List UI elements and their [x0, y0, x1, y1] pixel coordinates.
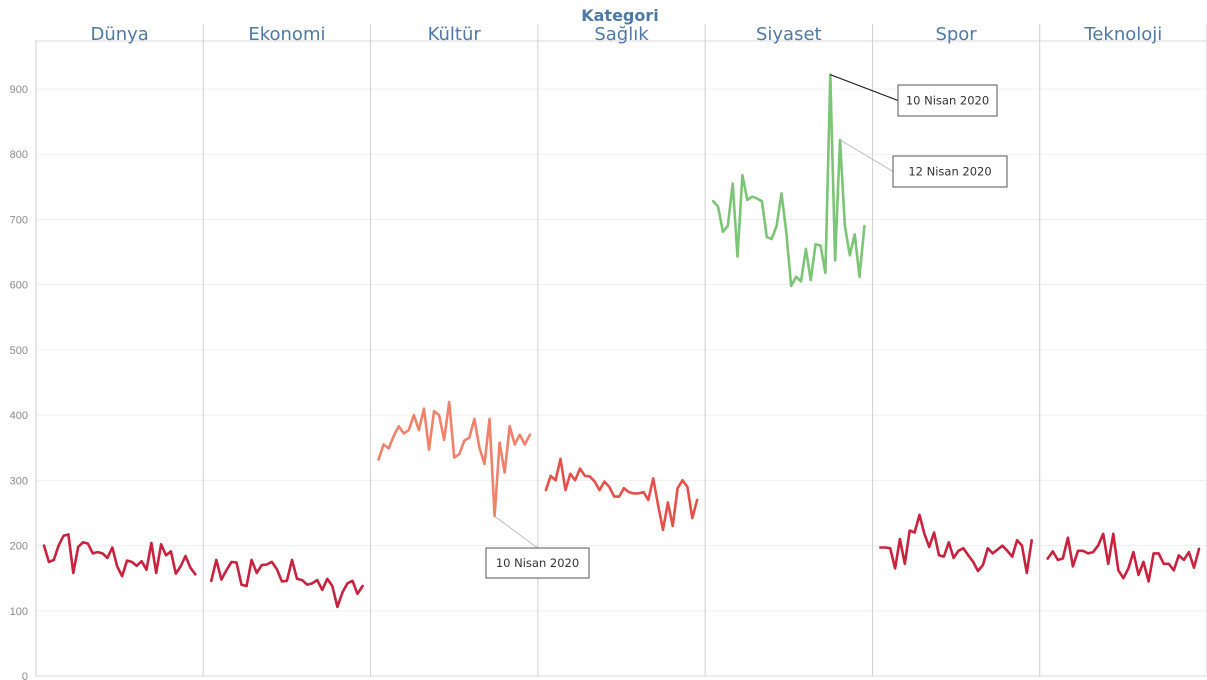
series-line-0	[42, 533, 197, 578]
y-tick-label: 600	[10, 280, 28, 292]
y-tick-label: 800	[10, 149, 28, 161]
panel-label: Sağlık	[594, 24, 649, 45]
panel-label: Teknoloji	[1083, 24, 1162, 45]
y-tick-label: 500	[10, 345, 28, 357]
series-line-1	[210, 558, 364, 609]
y-tick-label: 900	[10, 84, 28, 96]
y-tick-label: 300	[10, 475, 28, 487]
grid-layer	[35, 24, 1207, 677]
labels-layer: 0 100 200 300 400 500 600 700 800 900 Dünya Ekonomi…	[10, 24, 1163, 680]
panel-label: Siyaset	[756, 24, 822, 45]
series-line-6	[1046, 532, 1201, 583]
header-title: Kategori	[581, 6, 659, 25]
panel-label: Spor	[935, 24, 977, 45]
annotation-label: 10 Nisan 2020	[906, 94, 989, 108]
y-tick-label: 100	[10, 606, 28, 618]
series-layer	[42, 73, 1201, 609]
annotation-leader	[494, 515, 538, 549]
panel-label: Kültür	[428, 24, 482, 45]
series-line-3	[544, 457, 699, 532]
panel-label: Ekonomi	[248, 24, 325, 45]
annotation-box	[897, 84, 998, 117]
annotation-layer: 10 Nisan 2020 12 Nisan 2020 10 Nisan 2020	[485, 74, 1008, 579]
series-line-2	[377, 400, 532, 518]
y-tick-label: 700	[10, 214, 28, 226]
annotation-box	[485, 547, 590, 579]
y-tick-label: 400	[10, 410, 28, 422]
y-tick-label: 200	[10, 541, 28, 553]
annotation-label: 10 Nisan 2020	[496, 556, 579, 570]
annotation-leader	[839, 139, 894, 172]
y-tick-label: 0	[22, 671, 28, 680]
panel-label: Dünya	[90, 24, 148, 45]
series-line-4	[711, 73, 866, 288]
series-line-5	[879, 513, 1033, 575]
annotation-leader	[830, 74, 899, 101]
annotation-label: 12 Nisan 2020	[908, 165, 991, 179]
annotation-box	[892, 155, 1008, 188]
